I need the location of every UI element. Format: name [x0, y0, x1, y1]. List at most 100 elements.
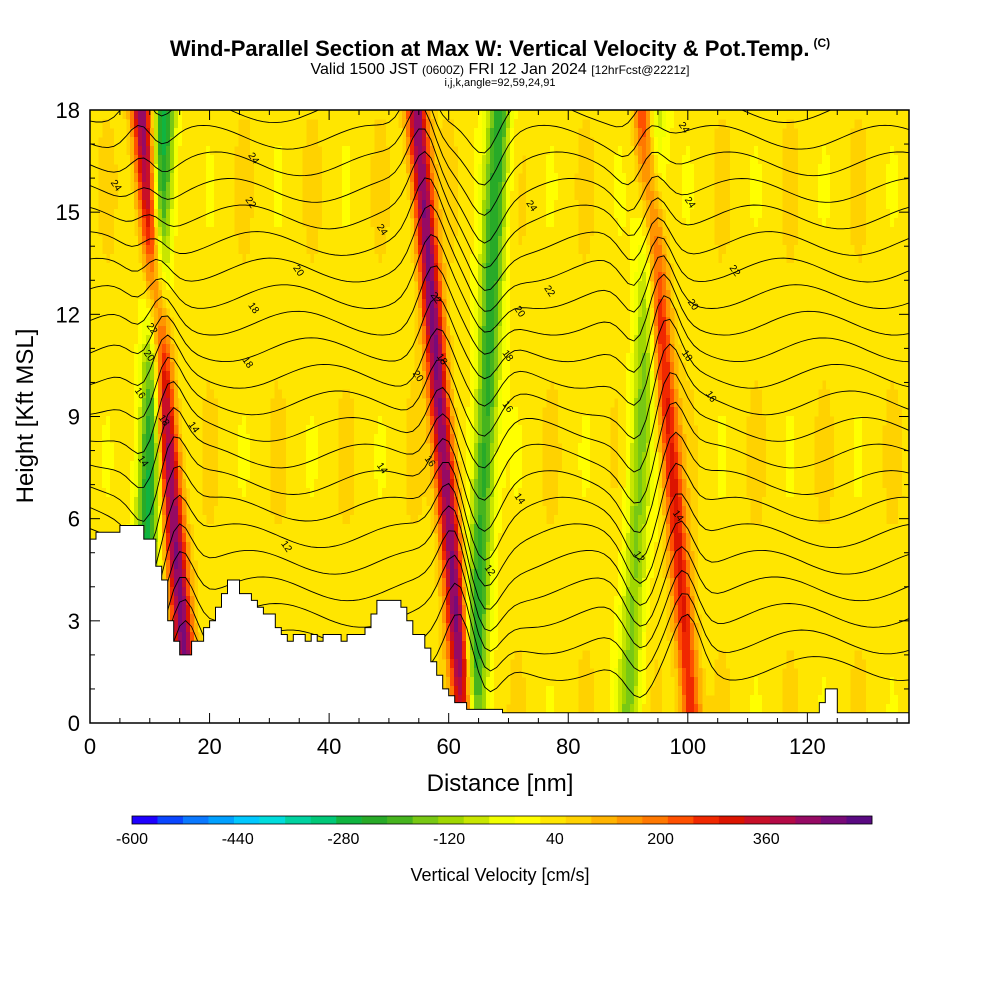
field-cell — [882, 173, 887, 183]
field-cell — [666, 209, 671, 219]
field-cell — [886, 146, 891, 156]
field-cell — [518, 353, 523, 363]
field-cell — [202, 209, 207, 219]
field-cell — [178, 173, 183, 183]
field-cell — [686, 317, 691, 327]
field-cell — [126, 110, 131, 120]
field-cell — [618, 272, 623, 282]
field-cell — [254, 272, 259, 282]
field-cell — [634, 272, 639, 282]
field-cell — [746, 317, 751, 327]
field-cell — [686, 155, 691, 165]
field-cell — [702, 119, 707, 129]
field-cell — [210, 227, 215, 237]
field-cell — [330, 146, 335, 156]
field-cell — [798, 245, 803, 255]
field-cell — [222, 164, 227, 174]
field-cell — [226, 218, 231, 228]
field-cell — [626, 200, 631, 210]
field-cell — [222, 335, 227, 345]
field-cell — [574, 281, 579, 291]
field-cell — [886, 272, 891, 282]
field-cell — [434, 308, 439, 318]
field-cell — [802, 317, 807, 327]
field-cell — [426, 308, 431, 318]
field-cell — [650, 209, 655, 219]
field-cell — [494, 299, 499, 309]
field-cell — [574, 290, 579, 300]
field-cell — [294, 263, 299, 273]
field-cell — [746, 110, 751, 120]
field-cell — [334, 335, 339, 345]
field-cell — [498, 128, 503, 138]
field-cell — [470, 353, 475, 363]
field-cell — [194, 353, 199, 363]
field-cell — [758, 263, 763, 273]
field-cell — [598, 227, 603, 237]
field-cell — [782, 263, 787, 273]
field-cell — [482, 308, 487, 318]
field-cell — [570, 272, 575, 282]
field-cell — [530, 119, 535, 129]
field-cell — [542, 326, 547, 336]
field-cell — [190, 263, 195, 273]
field-cell — [706, 254, 711, 264]
field-cell — [150, 227, 155, 237]
field-cell — [482, 182, 487, 192]
field-cell — [610, 344, 615, 354]
field-cell — [822, 218, 827, 228]
field-cell — [262, 308, 267, 318]
field-cell — [678, 155, 683, 165]
field-cell — [666, 299, 671, 309]
field-cell — [382, 110, 387, 120]
field-cell — [146, 182, 151, 192]
field-cell — [842, 182, 847, 192]
field-cell — [558, 146, 563, 156]
field-cell — [866, 317, 871, 327]
field-cell — [390, 353, 395, 363]
field-cell — [802, 128, 807, 138]
field-cell — [262, 137, 267, 147]
field-cell — [690, 272, 695, 282]
field-cell — [618, 182, 623, 192]
field-cell — [806, 164, 811, 174]
field-cell — [650, 200, 655, 210]
field-cell — [278, 299, 283, 309]
field-cell — [534, 227, 539, 237]
field-cell — [214, 326, 219, 336]
field-cell — [530, 155, 535, 165]
field-cell — [266, 281, 271, 291]
field-cell — [890, 281, 895, 291]
field-cell — [646, 110, 651, 120]
field-cell — [882, 128, 887, 138]
field-cell — [554, 155, 559, 165]
field-cell — [626, 119, 631, 129]
field-cell — [630, 218, 635, 228]
field-cell — [642, 272, 647, 282]
field-cell — [414, 164, 419, 174]
field-cell — [550, 110, 555, 120]
field-cell — [822, 335, 827, 345]
field-cell — [614, 209, 619, 219]
field-cell — [246, 272, 251, 282]
field-cell — [466, 182, 471, 192]
field-cell — [210, 164, 215, 174]
field-cell — [850, 308, 855, 318]
field-cell — [870, 173, 875, 183]
field-cell — [274, 236, 279, 246]
field-cell — [822, 182, 827, 192]
field-cell — [706, 272, 711, 282]
field-cell — [390, 110, 395, 120]
field-cell — [886, 110, 891, 120]
field-cell — [434, 353, 439, 363]
field-cell — [798, 227, 803, 237]
field-cell — [610, 254, 615, 264]
field-cell — [386, 227, 391, 237]
field-cell — [290, 110, 295, 120]
field-cell — [898, 254, 903, 264]
field-cell — [234, 335, 239, 345]
field-cell — [150, 290, 155, 300]
field-cell — [718, 263, 723, 273]
field-cell — [894, 335, 899, 345]
field-cell — [734, 281, 739, 291]
